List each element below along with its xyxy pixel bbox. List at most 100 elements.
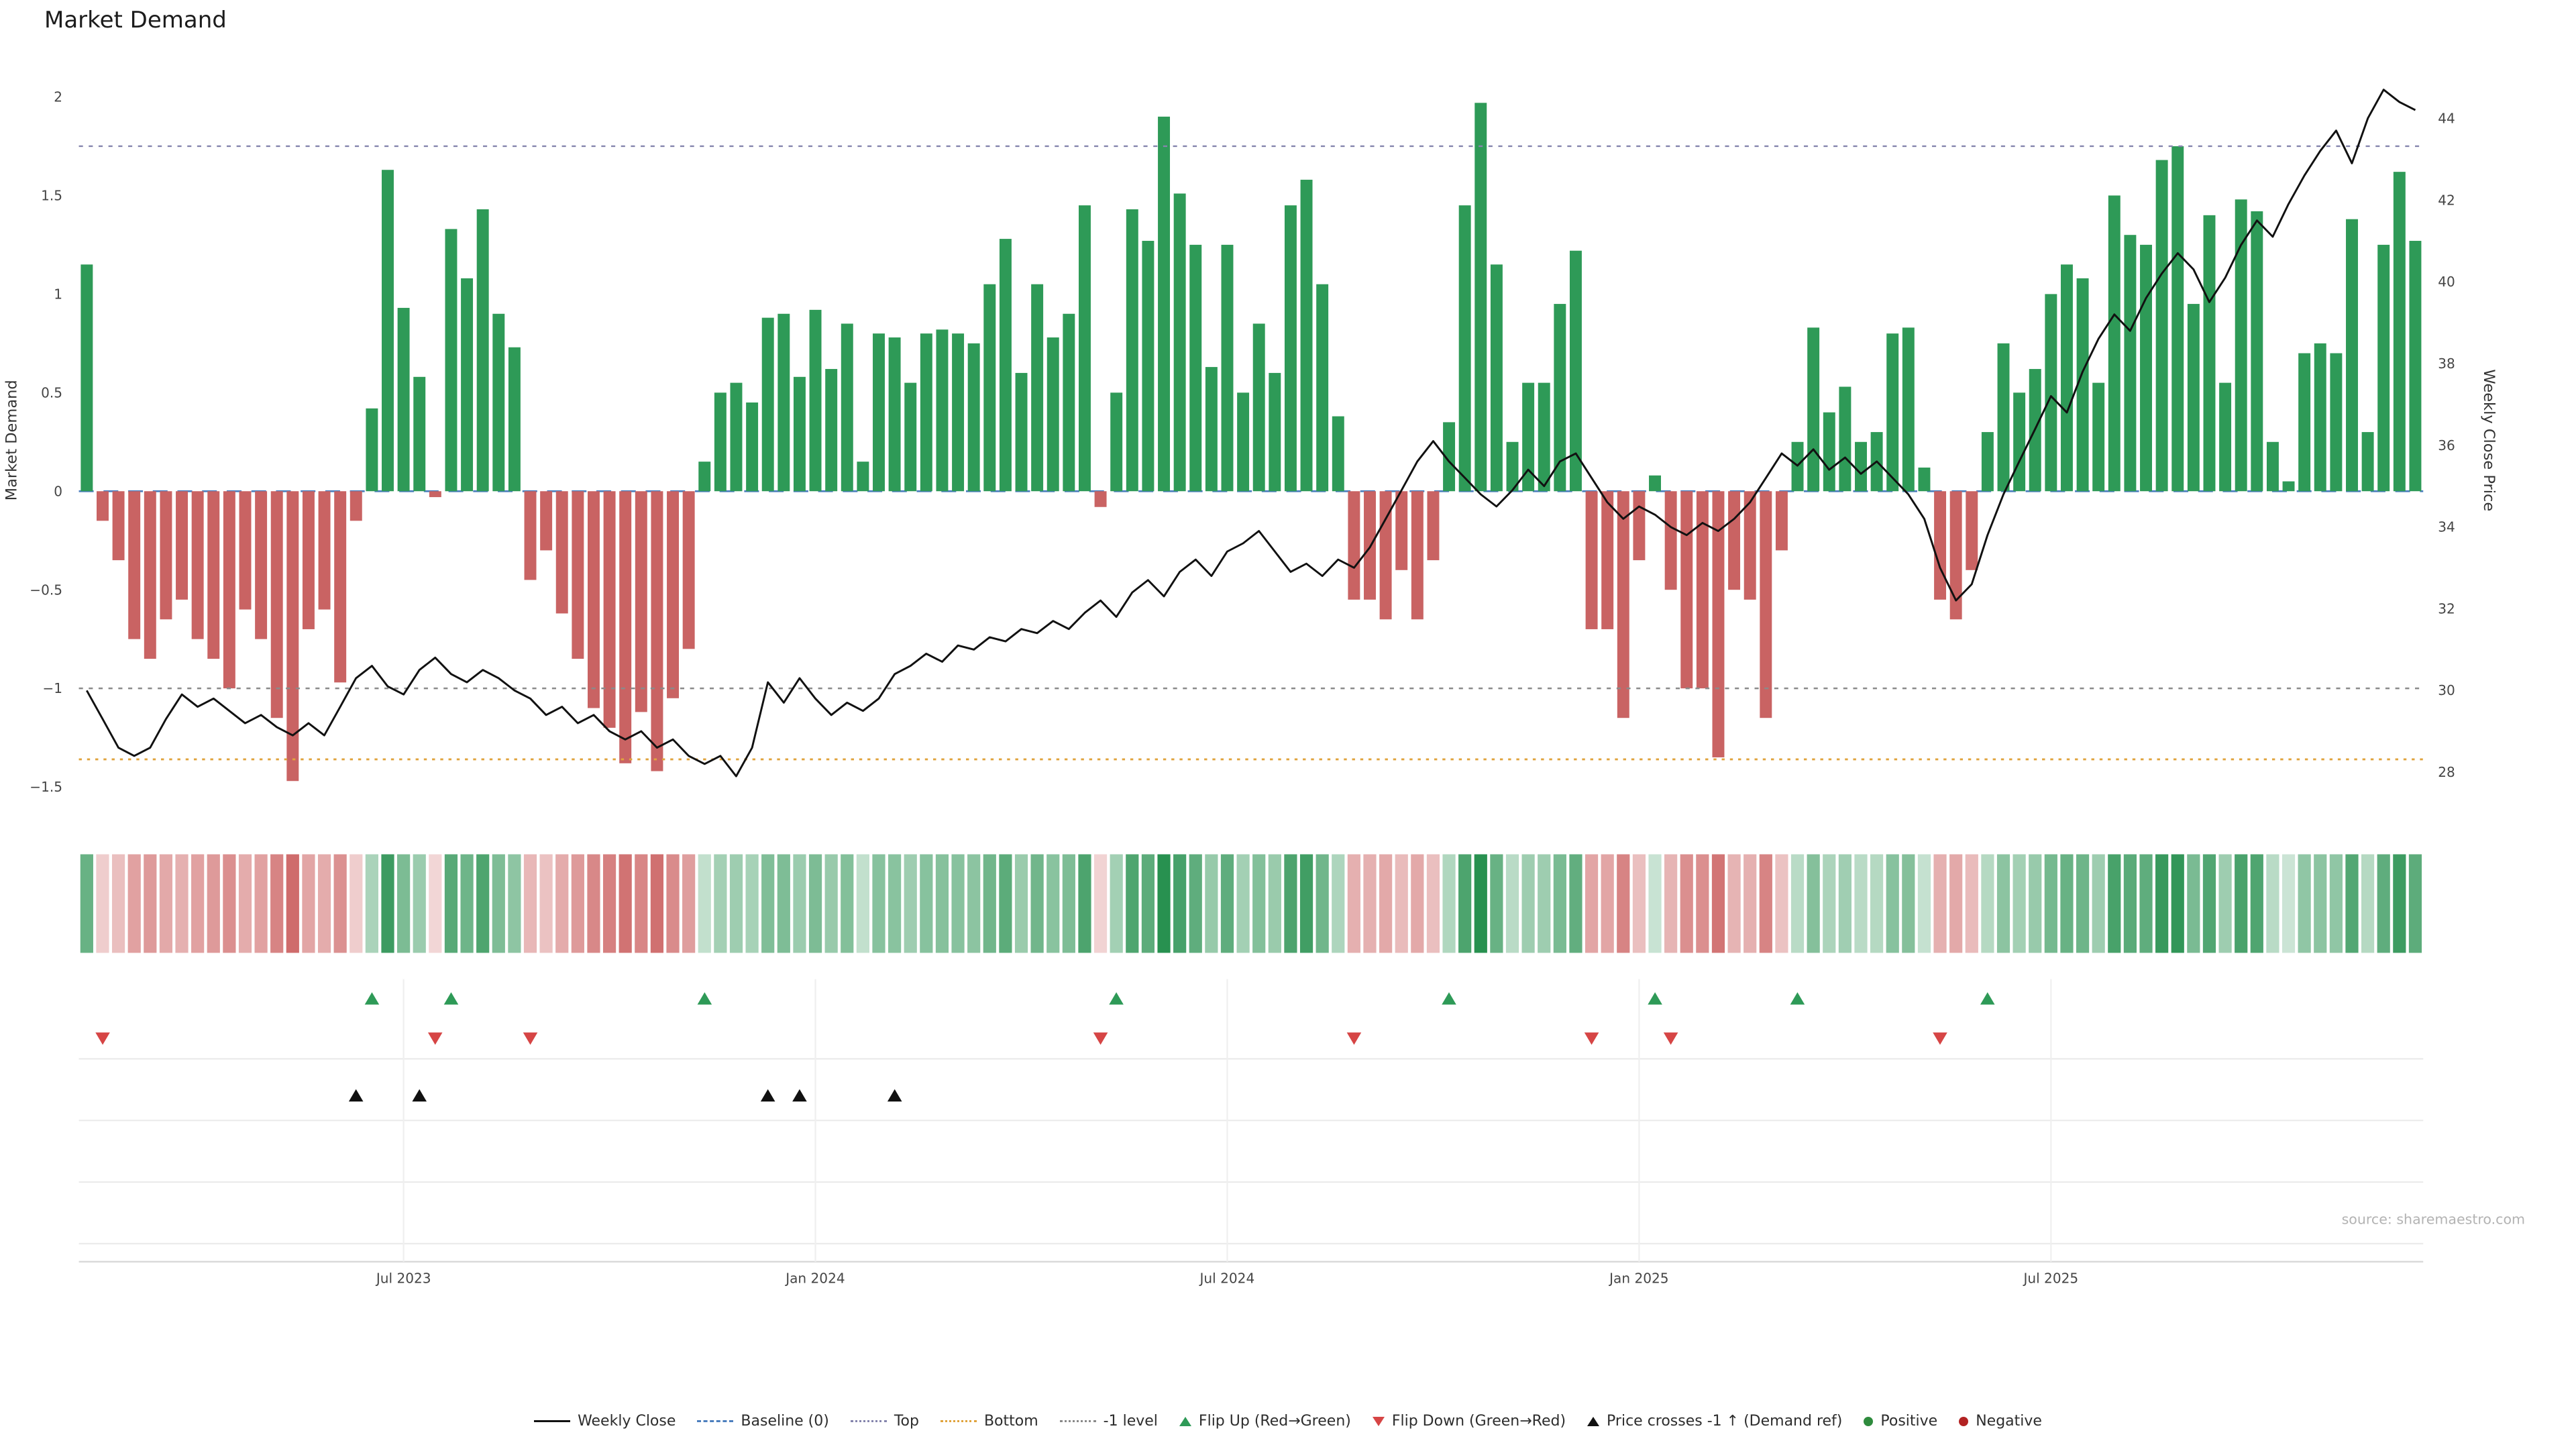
heatmap-cell xyxy=(127,854,141,953)
heatmap-cell xyxy=(2076,854,2090,953)
heatmap-cell xyxy=(1790,854,1805,953)
negative-demand-bar xyxy=(1966,491,1978,570)
heatmap-cell xyxy=(2187,854,2200,953)
left-axis-tick: 1.5 xyxy=(41,188,62,204)
negative-demand-bar xyxy=(1696,491,1709,689)
negative-demand-bar xyxy=(112,491,125,561)
solid-line-icon xyxy=(534,1420,571,1422)
negative-demand-bar xyxy=(1743,491,1756,600)
positive-demand-bar xyxy=(1649,475,1661,492)
positive-demand-bar xyxy=(2060,264,2073,492)
positive-demand-bar xyxy=(857,462,869,492)
negative-demand-bar xyxy=(97,491,109,521)
lower-panel-grid xyxy=(78,979,2424,1263)
flip-up-marker xyxy=(1442,992,1456,1005)
heatmap-cell xyxy=(302,854,315,953)
heatmap-cell xyxy=(1996,854,2010,953)
dotted-line-icon xyxy=(1059,1420,1096,1422)
positive-demand-bar xyxy=(1063,313,1075,492)
heatmap-cell xyxy=(476,854,490,953)
heatmap-cell xyxy=(619,854,632,953)
heatmap-cell xyxy=(460,854,474,953)
positive-demand-bar xyxy=(1189,244,1202,492)
negative-demand-bar xyxy=(334,491,347,683)
positive-demand-bar xyxy=(1981,432,1994,492)
heatmap-cell xyxy=(1538,854,1551,953)
flip-down-marker xyxy=(95,1032,110,1045)
positive-demand-bar xyxy=(2013,392,2026,492)
positive-demand-bar xyxy=(397,307,410,492)
flip-up-marker xyxy=(443,992,459,1005)
positive-demand-bar xyxy=(809,309,822,492)
heatmap-cell xyxy=(1395,854,1408,953)
left-axis-tick: −0.5 xyxy=(30,582,62,598)
dashed-line-icon xyxy=(697,1420,734,1422)
positive-demand-bar xyxy=(2203,215,2216,492)
heatmap-cell xyxy=(80,854,93,953)
heatmap-cell xyxy=(1727,854,1741,953)
negative-demand-bar xyxy=(207,491,220,659)
dotted-line-icon xyxy=(850,1420,887,1422)
legend-label: Flip Down (Green→Red) xyxy=(1391,1413,1566,1430)
negative-demand-bar xyxy=(572,491,584,659)
negative-demand-bar xyxy=(1094,491,1107,507)
positive-demand-bar xyxy=(1918,467,1931,492)
heatmap-cell xyxy=(1252,854,1266,953)
heatmap-cell xyxy=(1743,854,1757,953)
heatmap-cell xyxy=(1205,854,1218,953)
heatmap-cell xyxy=(286,854,299,953)
heatmap-cell xyxy=(841,854,854,953)
heatmap-cell xyxy=(2139,854,2153,953)
heatmap-cell xyxy=(413,854,426,953)
heatmap-cell xyxy=(1711,854,1725,953)
flip-down-marker xyxy=(1663,1032,1678,1045)
positive-demand-bar xyxy=(2409,241,2422,492)
heatmap-cell xyxy=(1014,854,1028,953)
heatmap-cell xyxy=(666,854,680,953)
positive-demand-bar xyxy=(2314,343,2326,492)
negative-demand-bar xyxy=(1427,491,1440,561)
heatmap-cell xyxy=(1173,854,1187,953)
heatmap-cell xyxy=(350,854,363,953)
price-cross-marker xyxy=(348,1089,364,1102)
positive-demand-bar xyxy=(1569,250,1582,492)
positive-demand-bar xyxy=(761,317,774,492)
heatmap-cell xyxy=(1490,854,1503,953)
heatmap-cell xyxy=(698,854,711,953)
legend-item: Positive xyxy=(1864,1413,1937,1430)
negative-demand-bar xyxy=(524,491,537,580)
heatmap-cell xyxy=(745,854,759,953)
heatmap-cell xyxy=(714,854,727,953)
heatmap-cell xyxy=(223,854,236,953)
legend-label: Top xyxy=(894,1413,919,1430)
negative-demand-bar xyxy=(1775,491,1788,551)
positive-demand-bar xyxy=(2045,294,2057,492)
positive-demand-bar xyxy=(1902,327,1915,492)
negative-demand-bar xyxy=(270,491,283,718)
positive-demand-bar xyxy=(2140,244,2152,492)
heatmap-cell xyxy=(1284,854,1297,953)
x-axis-tick: Jan 2025 xyxy=(1608,1271,1668,1287)
positive-demand-bar xyxy=(1173,193,1186,492)
positive-demand-bar xyxy=(382,170,394,492)
heatmap-cell xyxy=(1917,854,1931,953)
triangle-down-icon xyxy=(1372,1416,1385,1426)
positive-demand-bar xyxy=(2124,235,2137,492)
circle-icon xyxy=(1864,1416,1874,1426)
negative-demand-bar xyxy=(651,491,663,771)
positive-demand-bar xyxy=(999,239,1012,492)
positive-demand-bar xyxy=(1522,382,1535,492)
negative-demand-bar xyxy=(191,491,204,639)
positive-demand-bar xyxy=(888,337,901,492)
legend-label: Weekly Close xyxy=(578,1413,676,1430)
heatmap-cell xyxy=(1617,854,1630,953)
negative-demand-bar xyxy=(1411,491,1424,620)
heatmap-cell xyxy=(523,854,537,953)
legend-label: Bottom xyxy=(983,1413,1038,1430)
positive-demand-bar xyxy=(1126,209,1138,492)
heatmap-cell xyxy=(1521,854,1535,953)
heatmap-cell xyxy=(967,854,981,953)
positive-demand-bar xyxy=(2108,195,2121,492)
positive-demand-bar xyxy=(777,313,790,492)
